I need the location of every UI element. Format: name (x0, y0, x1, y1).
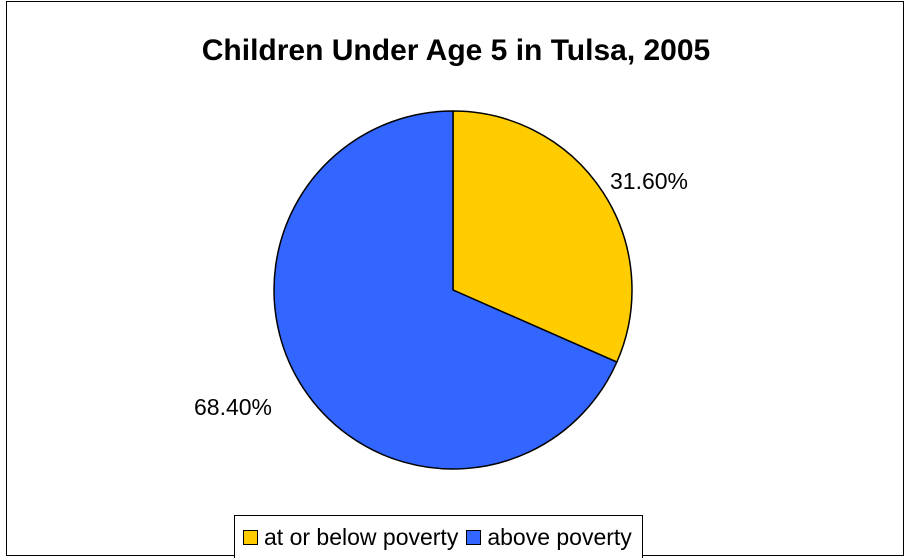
legend: at or below poverty above poverty (234, 515, 643, 558)
data-label-at-or-below-poverty: 31.60% (610, 168, 688, 194)
chart-frame: Children Under Age 5 in Tulsa, 2005 31.6… (6, 1, 904, 558)
legend-swatch-above-poverty (466, 529, 482, 545)
pie-slice-above-poverty (273, 110, 618, 470)
data-label-above-poverty: 68.40% (194, 394, 272, 420)
legend-item-at-or-below-poverty: at or below poverty (243, 524, 458, 551)
legend-swatch-at-or-below-poverty (243, 529, 258, 545)
pie-slice-at-or-below-poverty (452, 110, 633, 363)
legend-label-at-or-below-poverty: at or below poverty (264, 523, 459, 550)
chart-title: Children Under Age 5 in Tulsa, 2005 (201, 34, 711, 67)
legend-item-above-poverty: above poverty (466, 523, 632, 551)
legend-label-above-poverty: above poverty (487, 523, 632, 550)
pie-chart: 31.60% 68.40% (194, 110, 688, 470)
